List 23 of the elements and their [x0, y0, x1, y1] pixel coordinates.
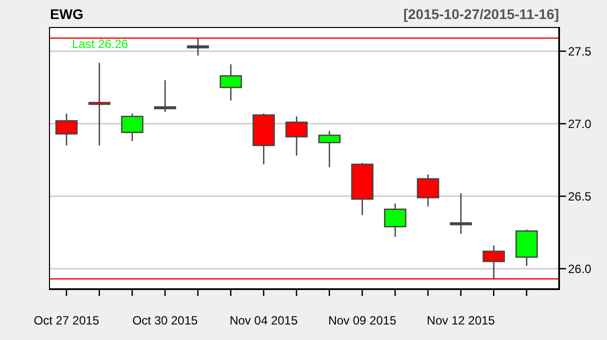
x-tick-label: Oct 27 2015	[34, 314, 100, 328]
x-tick-label: Nov 09 2015	[328, 314, 397, 328]
y-tick-label: 26.0	[568, 262, 592, 276]
candlestick	[220, 64, 242, 102]
chart-subtitle: [2015-10-27/2015-11-16]	[403, 6, 559, 22]
candlestick	[55, 112, 78, 146]
candlestick	[318, 130, 341, 168]
y-tick-label: 27.0	[568, 116, 592, 131]
candlestick	[450, 192, 472, 235]
y-tick-label: 27.5	[568, 44, 592, 58]
candlestick	[416, 174, 440, 207]
chart-title: EWG	[50, 6, 84, 22]
candlestick	[121, 112, 144, 142]
candlestick	[384, 202, 406, 238]
annotation: Last 26.26	[72, 37, 128, 51]
candlestick	[88, 62, 110, 146]
candlestick	[154, 80, 176, 113]
x-tick-label: Oct 30 2015	[132, 314, 198, 328]
y-tick-label: 26.5	[568, 189, 592, 204]
candlestick	[186, 38, 209, 56]
x-tick-label: Nov 04 2015	[230, 314, 298, 328]
candlestick	[285, 116, 308, 156]
x-tick-label: Nov 12 2015	[426, 314, 496, 328]
